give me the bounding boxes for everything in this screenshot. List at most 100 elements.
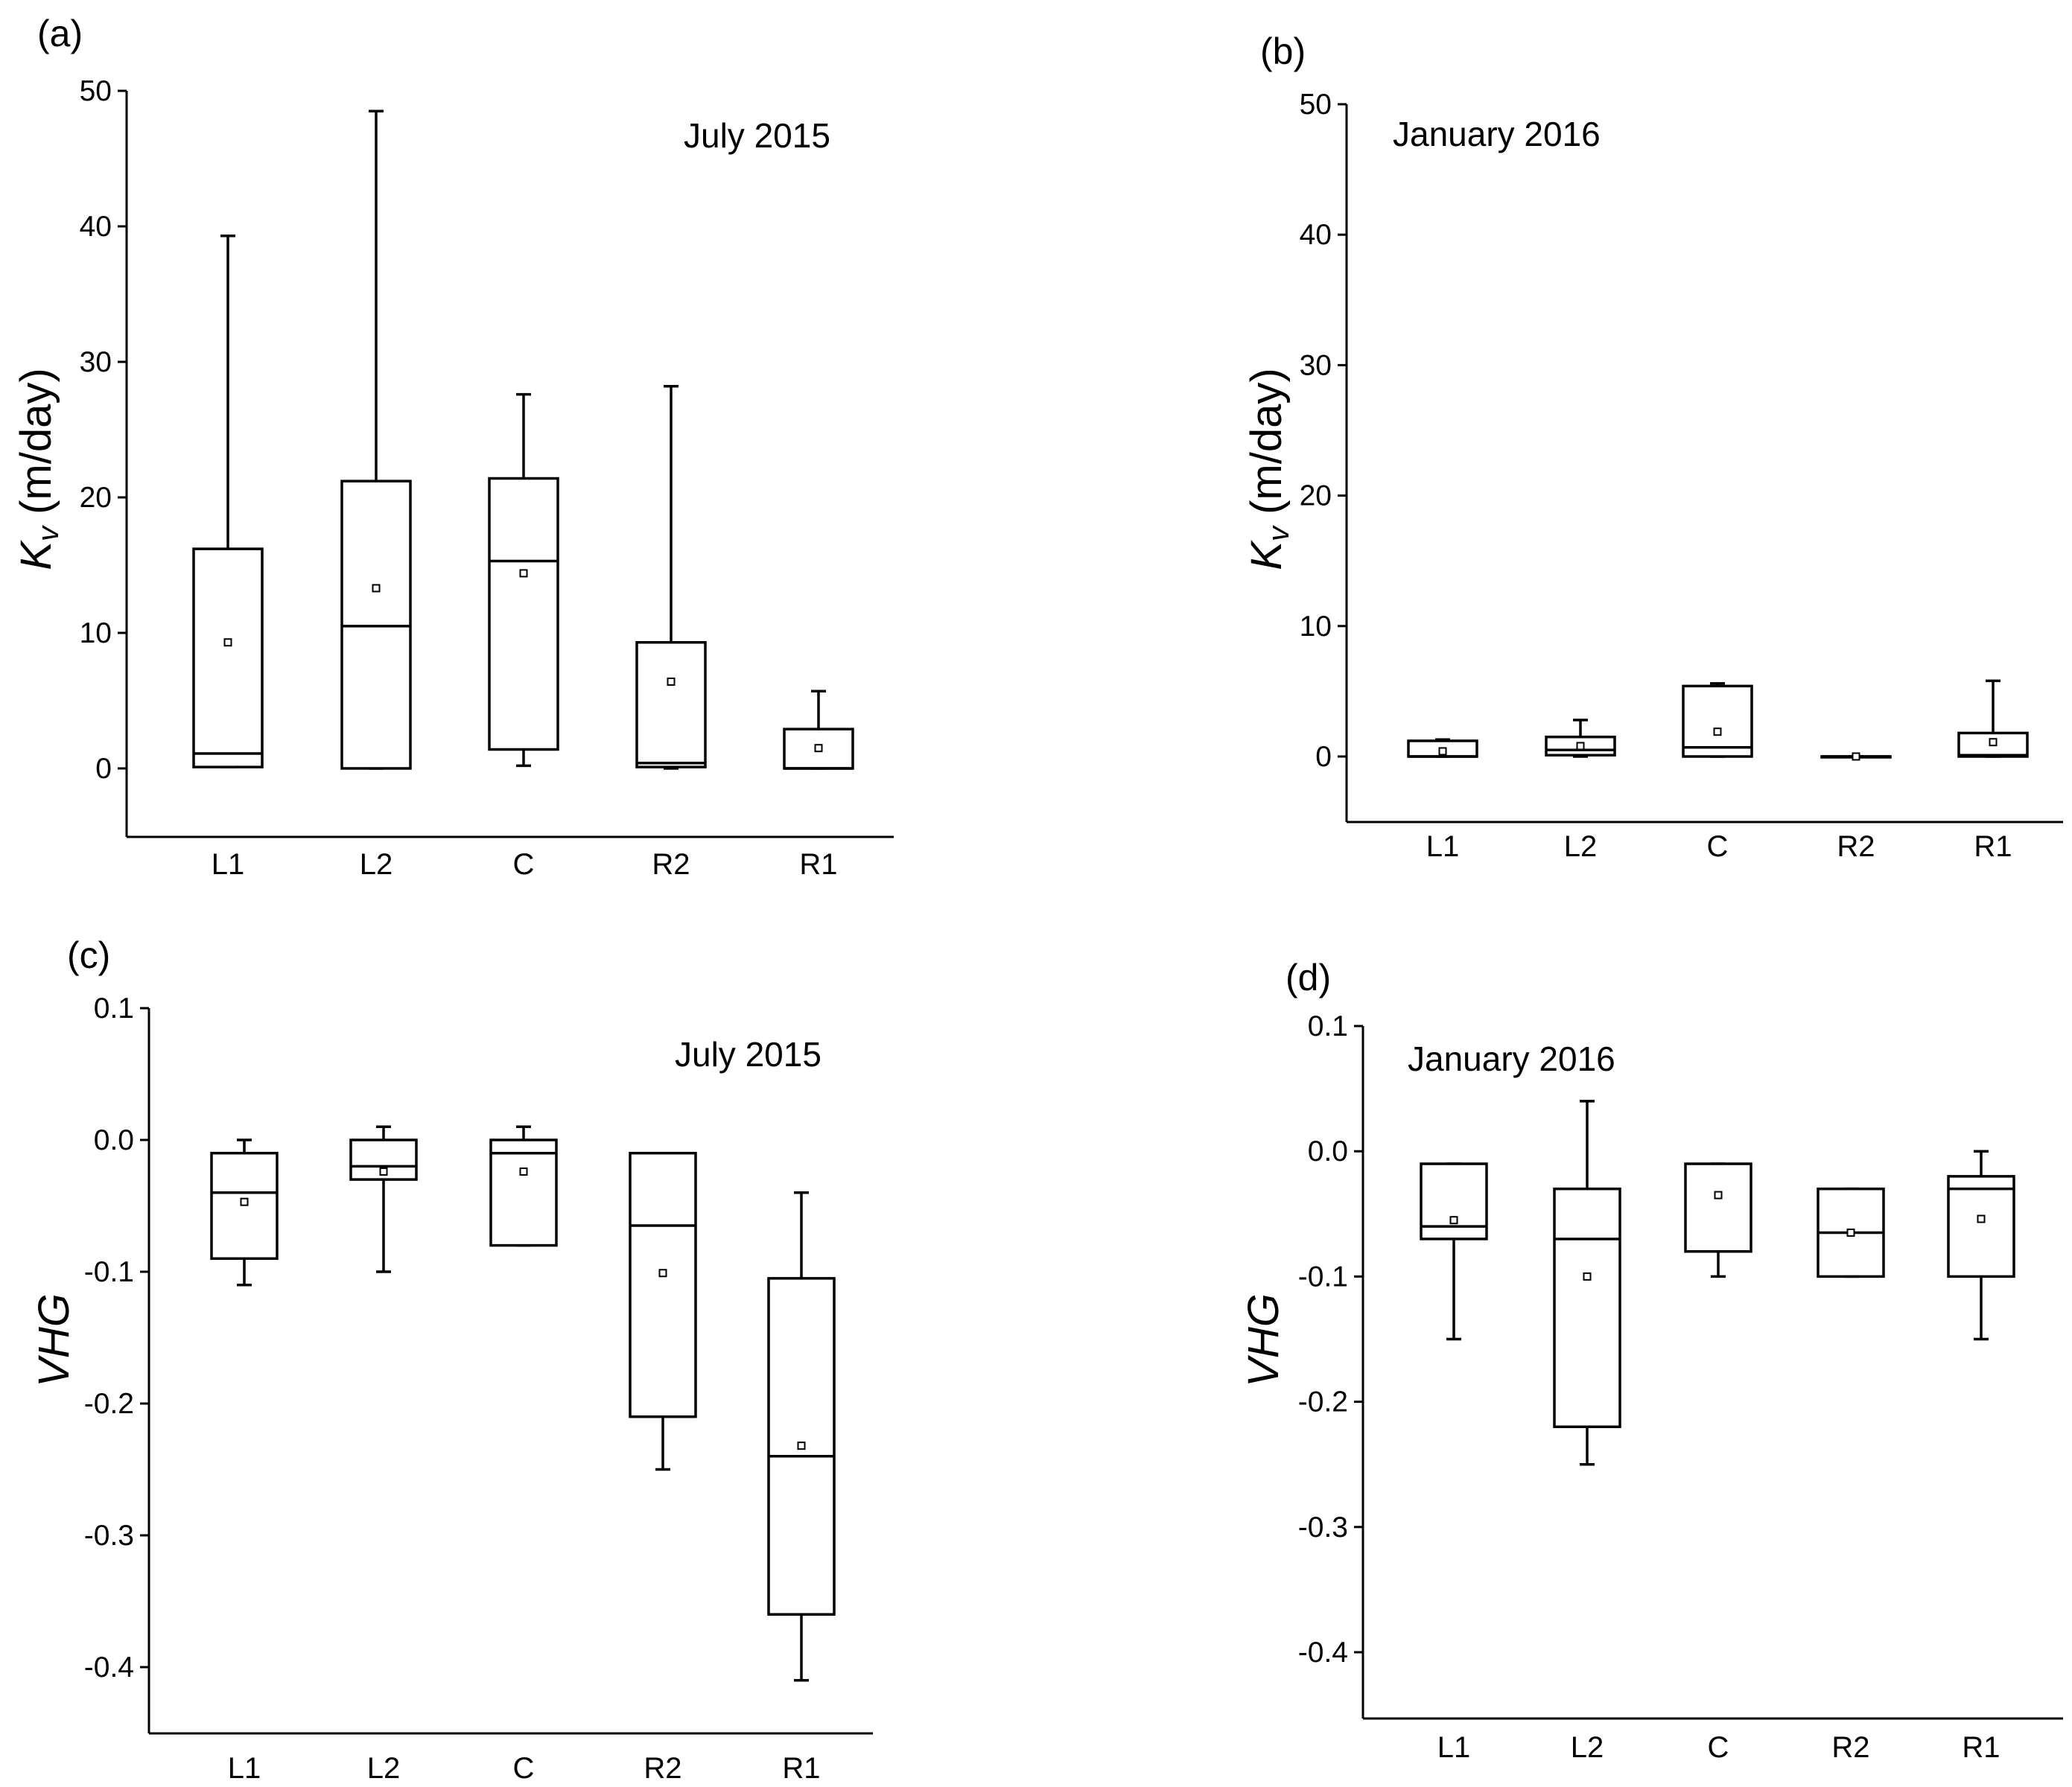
- box-R1: [1947, 1150, 2015, 1341]
- x-tick-label: C: [1707, 830, 1729, 863]
- mean-marker: [1576, 742, 1585, 751]
- panel-label: (b): [1260, 31, 1306, 72]
- box-L2: [340, 109, 412, 770]
- x-tick-label: L2: [1571, 1731, 1604, 1764]
- y-tick-label: -0.4: [84, 1651, 134, 1684]
- box-C: [488, 392, 559, 768]
- mean-marker: [667, 678, 676, 687]
- x-tick-label: L2: [1564, 830, 1598, 863]
- y-tick-label: 0: [1315, 741, 1332, 773]
- box-C: [489, 1125, 558, 1247]
- box-R1: [783, 689, 854, 770]
- mean-marker: [223, 638, 232, 647]
- y-axis-label: VHG: [30, 1293, 78, 1387]
- y-tick-label: 0: [95, 753, 112, 785]
- iqr-box: [635, 640, 707, 768]
- panel-label: (d): [1286, 957, 1331, 998]
- mean-marker: [1438, 747, 1447, 756]
- y-tick-label: 20: [1300, 480, 1332, 512]
- iqr-box: [488, 477, 559, 751]
- date-annotation: July 2015: [675, 1035, 822, 1074]
- panel-b: 0 10 20 30 40 50 L1 L2 C R2 R1 (b) January 2016 Kv (m…: [1242, 31, 2063, 863]
- y-axis-label: Kv (m/day): [12, 368, 65, 570]
- y-axis-label: Kv (m/day): [1242, 368, 1295, 570]
- box-R2: [1820, 752, 1892, 761]
- box-L1: [192, 234, 264, 768]
- mean-marker: [372, 584, 381, 593]
- y-tick-label: -0.3: [1298, 1512, 1348, 1544]
- box-L1: [210, 1138, 279, 1287]
- box-L2: [1545, 719, 1616, 758]
- iqr-box: [192, 547, 264, 768]
- iqr-box: [489, 1138, 558, 1247]
- x-tick-label: R2: [1831, 1731, 1869, 1764]
- box-L2: [1553, 1100, 1621, 1466]
- iqr-box: [629, 1151, 697, 1418]
- box-L1: [1420, 1162, 1488, 1341]
- iqr-box: [1553, 1187, 1621, 1428]
- y-tick-label: -0.2: [1298, 1386, 1348, 1418]
- y-tick-label: 10: [80, 617, 112, 649]
- box-R1: [1957, 679, 2029, 758]
- iqr-box: [1947, 1175, 2015, 1278]
- x-tick-label: L1: [228, 1752, 261, 1785]
- mean-marker: [519, 569, 528, 578]
- panel-label: (c): [67, 934, 110, 976]
- date-annotation: January 2016: [1393, 115, 1601, 153]
- iqr-box: [1682, 684, 1753, 758]
- mean-marker: [1977, 1214, 1986, 1223]
- y-tick-label: 0.0: [94, 1124, 134, 1156]
- x-tick-label: R1: [782, 1752, 820, 1785]
- panel-c: 0.1 0.0 -0.1 -0.2 -0.3 -0.4 L1 L2 C R2 R1 (c) July 2…: [30, 934, 873, 1785]
- x-tick-label: C: [513, 848, 535, 881]
- x-tick-label: R2: [1837, 830, 1875, 863]
- y-tick-label: 20: [80, 482, 112, 514]
- y-tick-label: 50: [80, 75, 112, 107]
- y-tick-label: 30: [1300, 349, 1332, 381]
- y-tick-label: 40: [80, 211, 112, 243]
- x-tick-label: C: [513, 1752, 535, 1785]
- mean-marker: [1989, 738, 1998, 747]
- x-tick-label: L2: [360, 848, 393, 881]
- x-tick-label: L1: [1437, 1731, 1471, 1764]
- panel-label: (a): [37, 13, 83, 54]
- box-R1: [767, 1191, 836, 1682]
- iqr-box: [1684, 1162, 1752, 1253]
- box-R2: [629, 1151, 697, 1471]
- x-tick-label: R1: [799, 848, 837, 881]
- box-C: [1682, 682, 1753, 758]
- y-tick-label: -0.2: [84, 1388, 134, 1420]
- mean-marker: [240, 1197, 249, 1206]
- x-tick-label: R1: [1962, 1731, 2000, 1764]
- mean-marker: [1713, 727, 1722, 736]
- y-tick-label: -0.3: [84, 1520, 134, 1552]
- mean-marker: [519, 1167, 528, 1176]
- x-tick-label: C: [1708, 1731, 1729, 1764]
- y-tick-label: 30: [80, 346, 112, 378]
- y-tick-label: 0.0: [1308, 1135, 1348, 1168]
- mean-marker: [379, 1167, 388, 1176]
- y-tick-label: 0.1: [1308, 1010, 1348, 1042]
- date-annotation: January 2016: [1408, 1039, 1615, 1078]
- y-tick-label: 10: [1300, 611, 1332, 643]
- mean-marker: [797, 1442, 806, 1450]
- x-tick-label: L1: [1426, 830, 1460, 863]
- x-tick-label: R2: [643, 1752, 681, 1785]
- y-tick-label: 0.1: [94, 993, 134, 1025]
- x-tick-label: R2: [652, 848, 690, 881]
- date-annotation: July 2015: [684, 116, 830, 155]
- y-tick-label: -0.4: [1298, 1637, 1348, 1669]
- x-tick-label: L1: [212, 848, 245, 881]
- y-axis-label: VHG: [1239, 1293, 1288, 1387]
- mean-marker: [658, 1269, 667, 1278]
- mean-marker: [1846, 1229, 1855, 1237]
- panel-a: 0 10 20 30 40 50 L1 L2 C R2 R1 (a) July 2015 Kv (m/da…: [12, 13, 894, 881]
- mean-marker: [1852, 752, 1860, 761]
- y-tick-label: -0.1: [84, 1256, 134, 1288]
- mean-marker: [1583, 1272, 1592, 1281]
- mean-marker: [814, 744, 823, 753]
- box-L1: [1407, 738, 1478, 758]
- y-tick-label: -0.1: [1298, 1261, 1348, 1293]
- y-tick-label: 50: [1300, 89, 1332, 121]
